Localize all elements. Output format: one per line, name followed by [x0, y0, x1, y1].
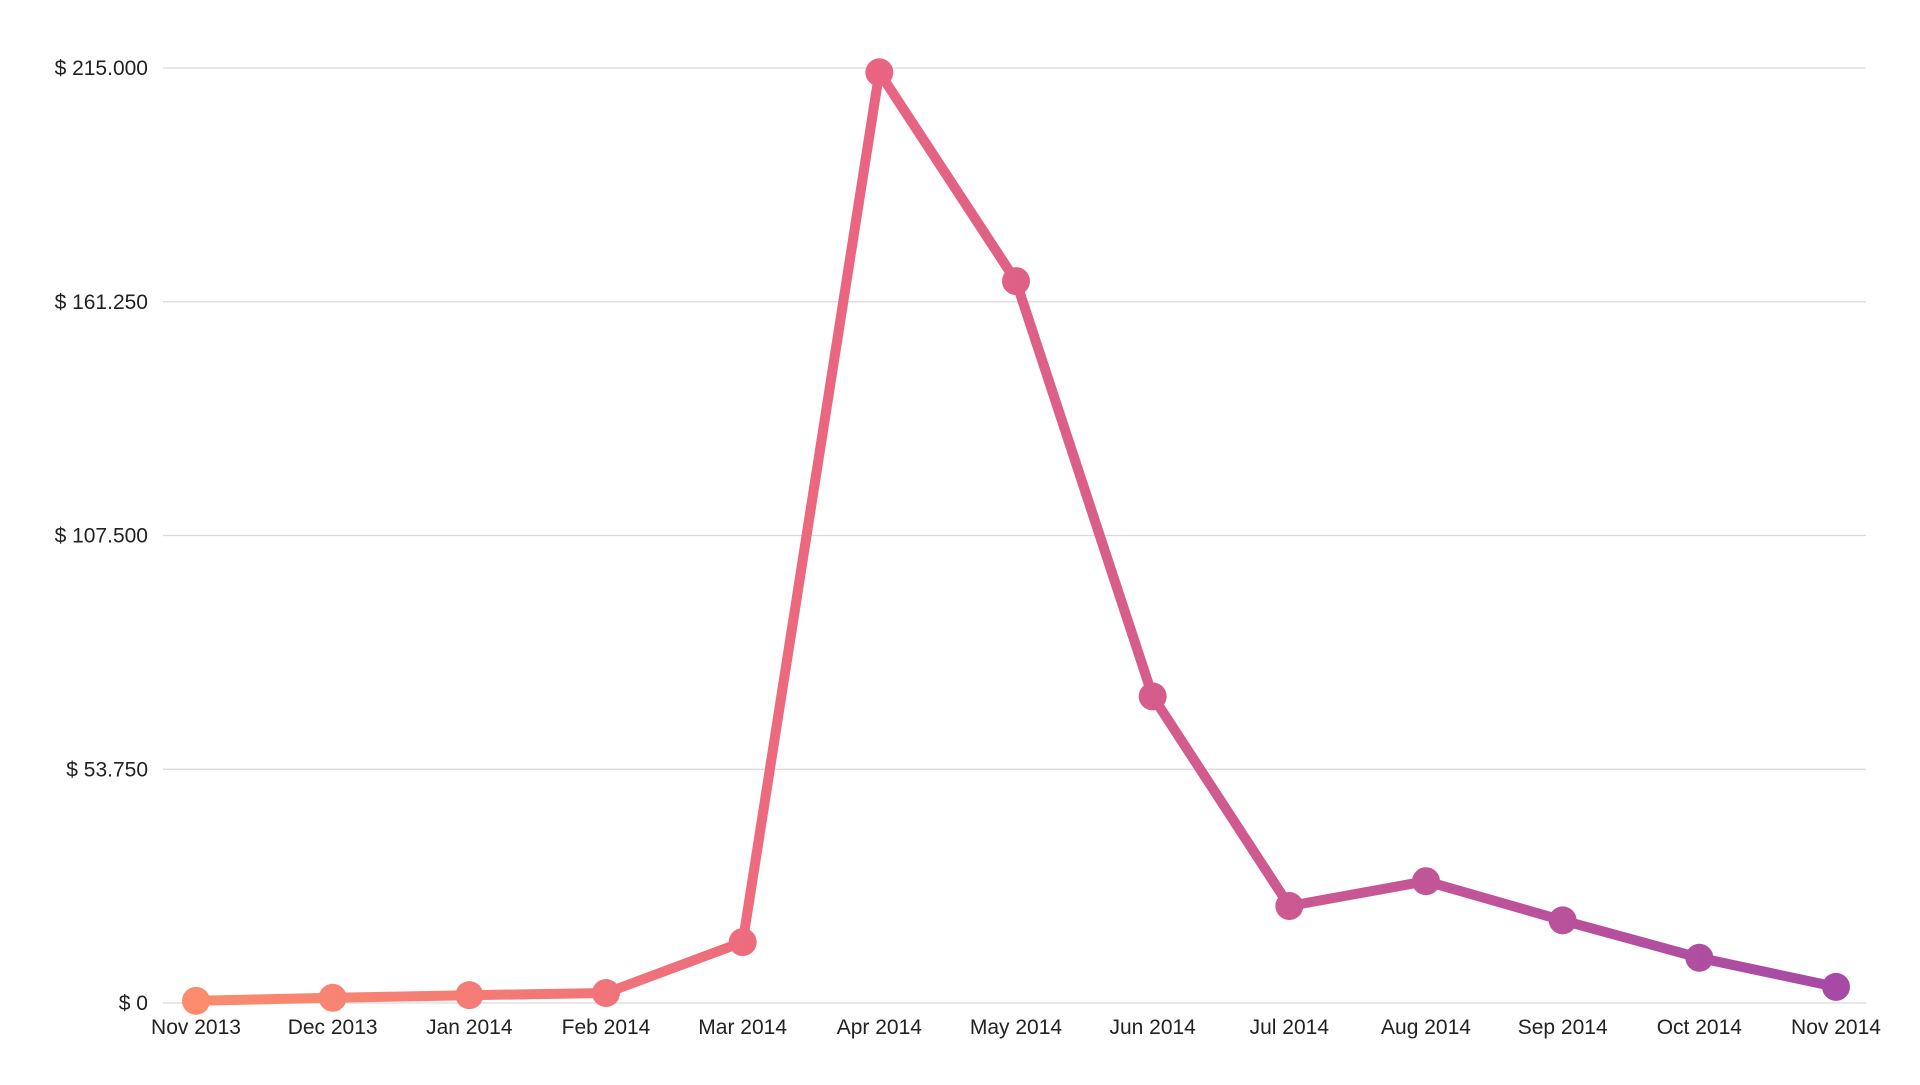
x-tick-label: Jan 2014: [426, 1016, 513, 1039]
series-line: [191, 67, 1841, 1006]
x-tick-label: Oct 2014: [1657, 1016, 1743, 1039]
y-tick-label: $ 161.250: [55, 291, 148, 314]
data-point[interactable]: [318, 983, 347, 1012]
x-tick-label: Nov 2013: [151, 1016, 241, 1039]
y-axis-tick-labels: $ 0 $ 53.750 $ 107.500 $ 161.250 $ 215.000: [55, 57, 148, 1015]
y-tick-label: $ 215.000: [55, 57, 148, 80]
x-tick-label: Jul 2014: [1250, 1016, 1330, 1039]
data-point[interactable]: [1138, 682, 1167, 711]
x-tick-label: Jun 2014: [1109, 1016, 1196, 1039]
data-point[interactable]: [1002, 267, 1030, 296]
data-point[interactable]: [1822, 972, 1850, 1001]
data-point[interactable]: [1275, 892, 1304, 921]
data-point[interactable]: [728, 928, 757, 957]
y-tick-label: $ 0: [119, 992, 148, 1015]
x-tick-label: Dec 2013: [288, 1016, 378, 1039]
x-tick-label: May 2014: [970, 1016, 1063, 1039]
y-tick-label: $ 107.500: [55, 525, 148, 548]
x-tick-label: Nov 2014: [1791, 1016, 1881, 1039]
data-point[interactable]: [182, 986, 210, 1015]
data-point[interactable]: [1412, 867, 1440, 896]
y-tick-label: $ 53.750: [66, 758, 148, 781]
data-point[interactable]: [1548, 906, 1577, 935]
series-line-path: [191, 67, 1841, 1006]
x-tick-label: Sep 2014: [1518, 1016, 1608, 1039]
x-tick-label: Apr 2014: [837, 1016, 923, 1039]
grid-lines: [163, 67, 1866, 1004]
data-point[interactable]: [592, 978, 620, 1007]
x-tick-label: Feb 2014: [562, 1016, 651, 1039]
x-tick-label: Aug 2014: [1381, 1016, 1471, 1039]
x-axis-tick-labels: Nov 2013 Dec 2013 Jan 2014 Feb 2014 Mar 2014…: [151, 1016, 1881, 1039]
series-points: [182, 58, 1850, 1015]
data-point[interactable]: [865, 58, 894, 87]
data-point[interactable]: [455, 981, 484, 1010]
x-tick-label: Mar 2014: [698, 1016, 787, 1039]
data-point[interactable]: [1685, 943, 1714, 972]
